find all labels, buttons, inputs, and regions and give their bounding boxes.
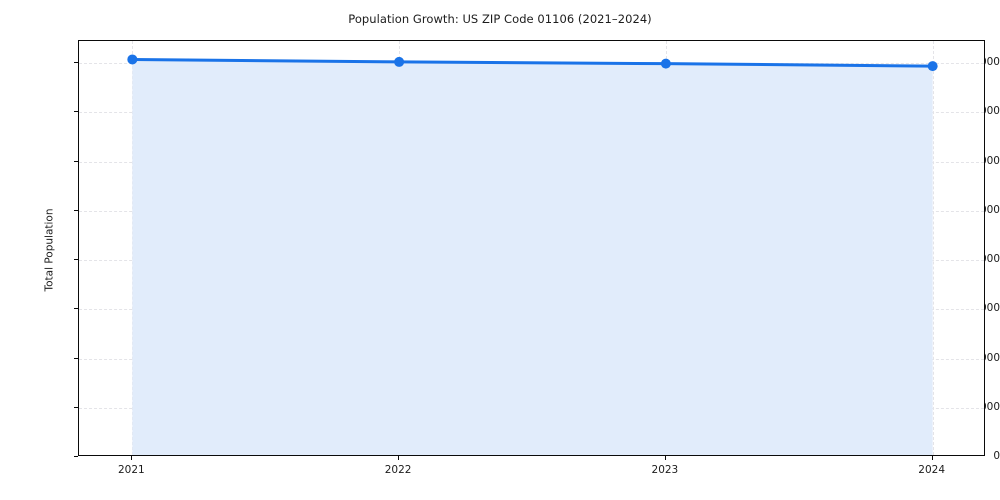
chart-title: Population Growth: US ZIP Code 01106 (20… [348, 12, 652, 26]
y-tick-mark [74, 209, 78, 211]
x-tick-label: 2022 [384, 464, 412, 476]
x-tick-mark [131, 456, 133, 460]
y-tick-mark [74, 357, 78, 359]
x-tick-label: 2023 [651, 464, 679, 476]
data-point-markers [127, 54, 938, 72]
y-tick-mark [74, 456, 78, 457]
y-axis-label: Total Population [43, 208, 56, 292]
y-tick-mark [74, 160, 78, 162]
y-tick-mark [74, 406, 78, 408]
plot-area [78, 40, 985, 456]
x-tick-label: 2021 [117, 464, 145, 476]
data-point-marker [927, 61, 938, 72]
series-line [130, 57, 935, 68]
series-layer [127, 54, 938, 455]
x-tick-label: 2024 [918, 464, 946, 476]
gridline-vertical [932, 41, 934, 455]
data-point-marker [394, 56, 405, 67]
plot-inner [79, 41, 984, 455]
area-fill [132, 59, 933, 455]
data-point-marker [127, 54, 138, 65]
y-tick-mark [74, 62, 78, 64]
y-tick-label: 0 [993, 450, 1000, 462]
y-tick-mark [74, 308, 78, 310]
x-tick-mark [931, 456, 933, 460]
x-tick-mark [664, 456, 666, 460]
y-tick-mark [74, 259, 78, 261]
data-point-marker [660, 58, 671, 69]
x-tick-mark [398, 456, 400, 460]
y-tick-mark [74, 111, 78, 113]
